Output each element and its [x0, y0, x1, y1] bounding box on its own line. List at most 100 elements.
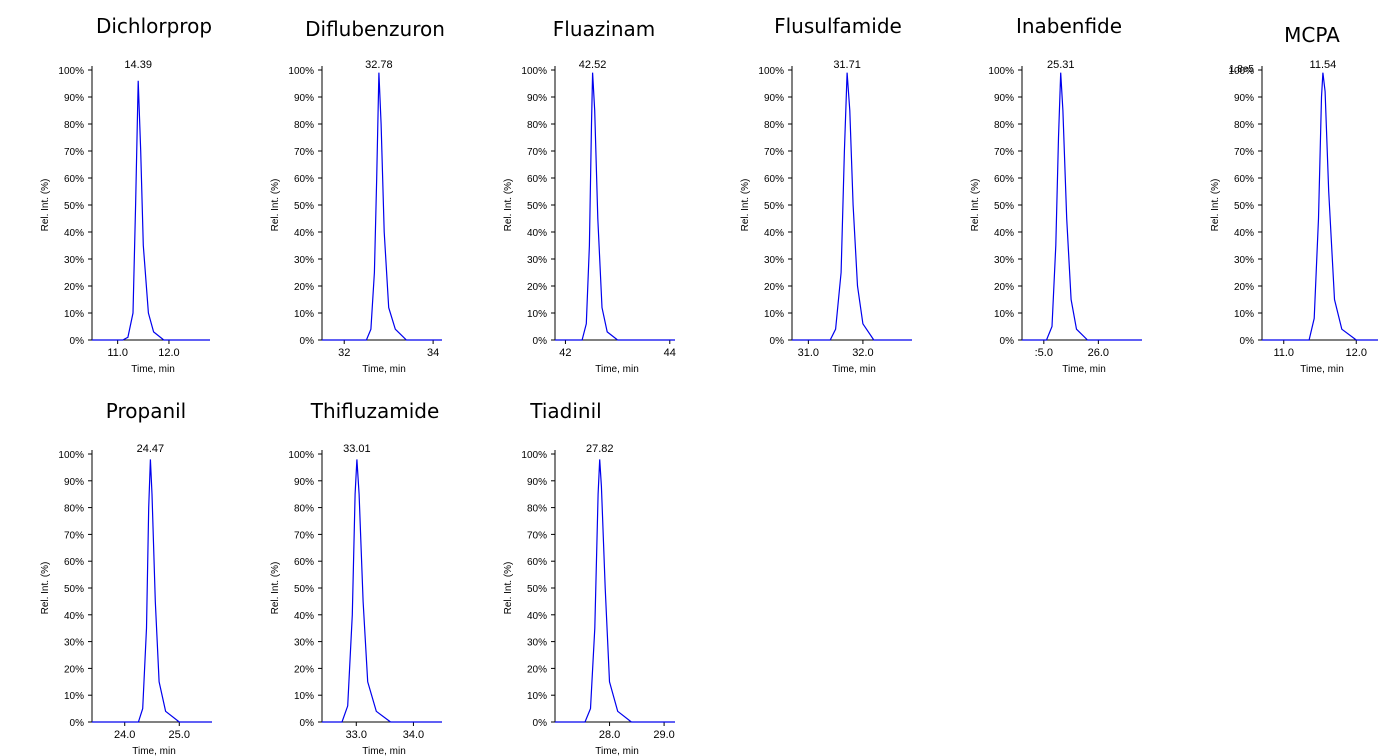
series-line: [322, 72, 442, 341]
y-axis-label: Rel. Int. (%): [740, 179, 751, 232]
peak-label: 32.78: [365, 59, 393, 71]
chart-panel: Dichlorprop 0% 10% 20% 30% 40% 50% 60% 70% 80% 90%…: [40, 14, 212, 375]
y-tick-label: 40%: [1234, 228, 1254, 239]
x-axis-label: Time, min: [362, 746, 406, 756]
y-tick-label: 40%: [527, 228, 547, 239]
y-tick-label: 80%: [294, 504, 314, 515]
y-tick-label: 0%: [70, 336, 85, 347]
y-tick-label: 20%: [527, 664, 547, 675]
peak-label: 33.01: [343, 443, 371, 455]
y-tick-label: 90%: [764, 93, 784, 104]
y-tick-label: 50%: [64, 201, 84, 212]
y-tick-label: 50%: [527, 584, 547, 595]
y-tick-label: 70%: [994, 147, 1014, 158]
x-axis-label: Time, min: [132, 746, 176, 756]
y-tick-label: 20%: [527, 282, 547, 293]
y-tick-label: 20%: [64, 664, 84, 675]
y-tick-label: 30%: [1234, 255, 1254, 266]
x-tick-label: 32.0: [852, 347, 873, 359]
y-tick-label: 60%: [294, 174, 314, 185]
x-axis-label: Time, min: [832, 364, 876, 375]
chart-title: Flusulfamide: [774, 14, 902, 38]
y-tick-label: 0%: [300, 718, 315, 729]
y-tick-label: 90%: [64, 93, 84, 104]
series-line: [1022, 72, 1142, 341]
y-tick-label: 30%: [527, 255, 547, 266]
x-axis-label: Time, min: [1300, 364, 1344, 375]
y-tick-label: 100%: [521, 66, 547, 77]
y-tick-label: 80%: [764, 120, 784, 131]
y-tick-label: 50%: [764, 201, 784, 212]
x-axis-label: Time, min: [595, 746, 639, 756]
y-tick-label: 0%: [1000, 336, 1015, 347]
y-tick-label: 50%: [64, 584, 84, 595]
y-axis-label: Rel. Int. (%): [503, 562, 514, 615]
y-tick-label: 60%: [294, 557, 314, 568]
y-tick-label: 20%: [294, 664, 314, 675]
y-tick-label: 80%: [1234, 120, 1254, 131]
y-tick-label: 70%: [294, 147, 314, 158]
y-tick-label: 90%: [64, 477, 84, 488]
y-tick-label: 0%: [300, 336, 315, 347]
series-line: [92, 80, 210, 341]
x-tick-label: 32: [338, 347, 350, 359]
x-tick-label: 44: [664, 347, 676, 359]
y-tick-label: 100%: [288, 66, 314, 77]
chart-title: Dichlorprop: [96, 14, 212, 38]
chart-panel: MCPA 0% 10% 20% 30% 40% 50% 60% 70% 80% 90% 100% 11.…: [1210, 23, 1378, 375]
x-axis-label: Time, min: [362, 364, 406, 375]
y-tick-label: 70%: [64, 147, 84, 158]
y-tick-label: 0%: [1240, 336, 1255, 347]
y-tick-label: 20%: [994, 282, 1014, 293]
y-tick-label: 70%: [527, 147, 547, 158]
y-tick-label: 50%: [1234, 201, 1254, 212]
y-tick-label: 40%: [64, 611, 84, 622]
y-tick-label: 70%: [764, 147, 784, 158]
x-tick-label: 28.0: [599, 729, 620, 741]
peak-label: 14.39: [124, 59, 152, 71]
y-tick-label: 40%: [994, 228, 1014, 239]
intensity-label: 1.8e5: [1229, 64, 1254, 75]
x-axis-label: Time, min: [1062, 364, 1106, 375]
y-tick-label: 100%: [288, 450, 314, 461]
y-tick-label: 100%: [758, 66, 784, 77]
y-axis-label: Rel. Int. (%): [970, 179, 981, 232]
y-axis-label: Rel. Int. (%): [40, 179, 51, 232]
y-tick-label: 70%: [294, 530, 314, 541]
y-tick-label: 100%: [1228, 66, 1254, 77]
y-tick-label: 10%: [294, 309, 314, 320]
y-tick-label: 0%: [533, 336, 548, 347]
y-tick-label: 90%: [527, 477, 547, 488]
y-tick-label: 10%: [294, 691, 314, 702]
y-tick-label: 0%: [533, 718, 548, 729]
chart-panel: Inabenfide 0% 10% 20% 30% 40% 50% 60% 70% 80% 90% 1…: [970, 14, 1142, 375]
x-axis-label: Time, min: [131, 364, 175, 375]
chart-panel: Diflubenzuron 0% 10% 20% 30% 40% 50% 60% 70% 80% 9…: [270, 17, 445, 375]
y-tick-label: 90%: [994, 93, 1014, 104]
y-tick-label: 50%: [994, 201, 1014, 212]
y-tick-label: 60%: [64, 557, 84, 568]
y-tick-label: 90%: [294, 93, 314, 104]
y-tick-label: 80%: [527, 120, 547, 131]
x-tick-label: 12.0: [1346, 347, 1367, 359]
chart-panel: Tiadinil 0% 10% 20% 30% 40% 50% 60% 70% 80% 90% 100…: [503, 399, 675, 756]
peak-label: 11.54: [1310, 59, 1337, 71]
peak-label: 42.52: [579, 59, 607, 71]
y-tick-label: 90%: [1234, 93, 1254, 104]
series-line: [322, 459, 442, 723]
y-tick-label: 80%: [64, 120, 84, 131]
chart-title: Diflubenzuron: [305, 17, 445, 41]
y-tick-label: 10%: [994, 309, 1014, 320]
y-tick-label: 10%: [64, 691, 84, 702]
chart-title: Thifluzamide: [310, 399, 440, 423]
x-tick-label: :5.0: [1035, 347, 1053, 359]
y-tick-label: 100%: [58, 66, 84, 77]
x-tick-label: 24.0: [114, 729, 135, 741]
y-tick-label: 0%: [770, 336, 785, 347]
x-tick-label: 42: [559, 347, 571, 359]
x-tick-label: 12.0: [158, 347, 179, 359]
y-tick-label: 70%: [64, 530, 84, 541]
series-line: [1262, 72, 1378, 341]
chart-title: Propanil: [106, 399, 186, 423]
